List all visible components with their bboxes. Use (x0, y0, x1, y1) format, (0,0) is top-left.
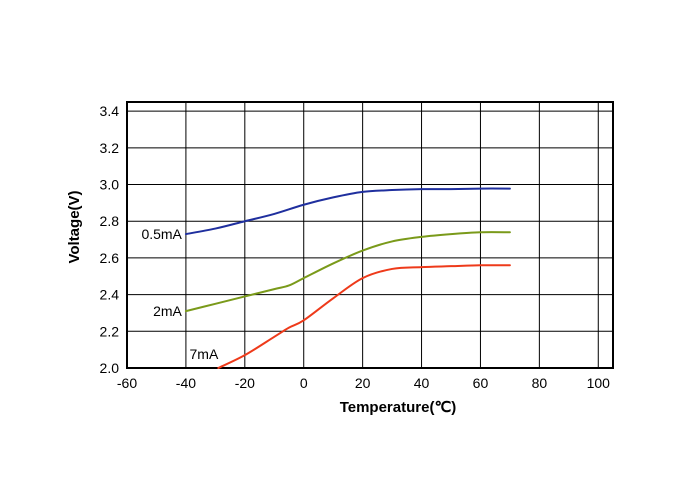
x-tick-label: -20 (235, 375, 255, 391)
y-axis-title: Voltage(V) (66, 190, 83, 263)
y-tick-label: 3.4 (100, 103, 120, 119)
x-tick-label: 100 (587, 375, 611, 391)
series-line-2mA (184, 231, 511, 313)
series-line-0.5mA (184, 187, 511, 236)
x-tick-label: 20 (355, 375, 371, 391)
x-axis-title: Temperature(℃) (340, 399, 457, 416)
tick-labels: -60 -40 -20 0 20 40 60 80 100 2.0 2.2 2.4 2.6 2.8 3.0 3… (100, 103, 611, 391)
y-tick-label: 2.0 (100, 360, 120, 376)
series-line-7mA (217, 264, 511, 369)
x-tick-label: 40 (414, 375, 430, 391)
x-tick-label: -60 (117, 375, 137, 391)
plot-frame (126, 101, 614, 369)
y-tick-label: 2.4 (100, 287, 120, 303)
series-label-7mA: 7mA (190, 346, 219, 362)
y-tick-label: 2.6 (100, 250, 120, 266)
series-label-2mA: 2mA (153, 303, 182, 319)
y-tick-label: 3.2 (100, 140, 120, 156)
x-tick-label: 60 (473, 375, 489, 391)
x-tick-label: 0 (300, 375, 308, 391)
y-tick-label: 2.2 (100, 323, 120, 339)
series-lines (184, 187, 511, 369)
series-labels: 0.5mA 2mA 7mA (141, 226, 219, 362)
y-tick-label: 2.8 (100, 213, 120, 229)
x-tick-label: -40 (176, 375, 196, 391)
grid (127, 102, 613, 368)
y-tick-label: 3.0 (100, 177, 120, 193)
series-label-0.5mA: 0.5mA (141, 226, 182, 242)
x-tick-label: 80 (532, 375, 548, 391)
